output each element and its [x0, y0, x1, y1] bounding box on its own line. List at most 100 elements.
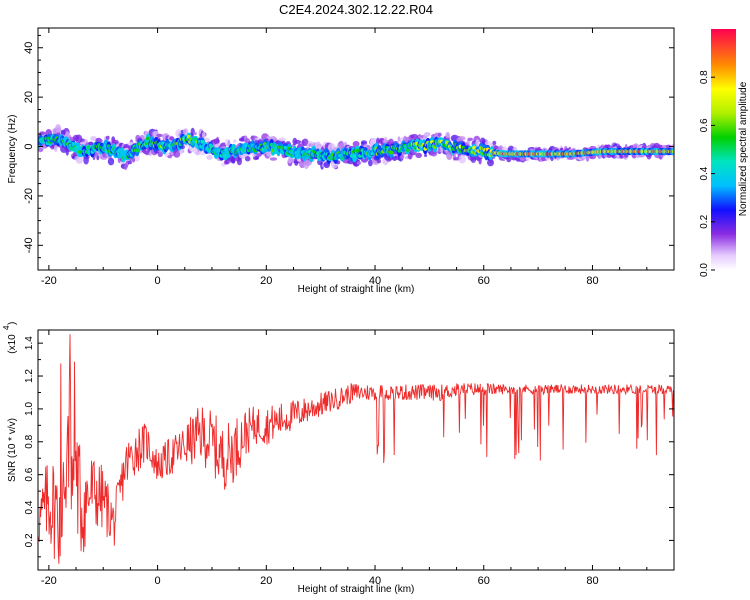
spectrogram-halo-cell: [83, 155, 89, 165]
snr-series-line: [38, 334, 674, 564]
snr-y-tick-label: 0.4: [24, 500, 35, 514]
spectrogram-halo-cell: [122, 145, 131, 149]
colorbar-label: Normalized spectral amplitude: [738, 81, 749, 216]
spectrogram-ridge-cell: [135, 148, 140, 153]
spectrogram-halo-cell: [458, 154, 467, 164]
spectrogram-halo-cell: [231, 156, 236, 164]
spectrogram-halo-cell: [445, 131, 450, 139]
spectrogram-y-tick-label: -20: [23, 188, 35, 204]
spectrogram-halo-cell: [157, 151, 163, 157]
spectrogram-halo-cell: [466, 139, 471, 145]
spectrogram-frame: [37, 27, 675, 271]
spectrogram-halo-cell: [192, 131, 197, 136]
spectrogram-halo-cell: [338, 143, 345, 149]
spectrogram-halo-cell: [95, 139, 103, 143]
spectrogram-halo-cell: [236, 157, 242, 166]
spectrogram-halo-cell: [132, 158, 136, 162]
spectrogram-halo-cell: [96, 155, 100, 161]
spectrogram-halo-cell: [376, 159, 382, 164]
spectrogram-halo-cell: [244, 156, 251, 162]
snr-x-tick-label: 80: [586, 575, 598, 587]
spectrogram-ridge-cell: [352, 154, 357, 159]
spectrogram-halo-cell: [156, 133, 163, 138]
spectrogram-halo-cell: [352, 141, 360, 147]
spectrogram-halo-cell: [88, 141, 94, 146]
spectrogram-halo-cell: [201, 132, 206, 139]
snr-y-tick-label: 0.8: [24, 434, 35, 448]
spectrogram-halo-cell: [38, 147, 44, 153]
snr-x-tick-label: -20: [41, 575, 57, 587]
spectrogram-halo-cell: [105, 135, 110, 140]
spectrogram-y-tick-label: -40: [23, 237, 35, 253]
spectrogram-halo-cell: [423, 132, 431, 137]
spectrogram-halo-cell: [127, 160, 132, 165]
spectrogram-halo-cell: [467, 137, 474, 141]
snr-y-tick-label: 0.2: [24, 533, 35, 547]
spectrogram-halo-cell: [90, 136, 97, 141]
spectrogram-halo-cell: [127, 142, 134, 146]
spectrogram-halo-cell: [278, 137, 286, 142]
spectrogram-halo-cell: [492, 140, 497, 146]
spectrogram-halo-cell: [475, 139, 480, 147]
spectrogram-x-tick-label: -20: [41, 275, 57, 287]
spectrogram-halo-cell: [182, 128, 189, 135]
spectrogram-halo-cell: [641, 145, 648, 149]
snr-x-tick-label: 20: [260, 575, 272, 587]
spectrogram-y-tick-label: 20: [23, 91, 35, 103]
snr-y-tick-label: 1.2: [24, 369, 35, 383]
snr-x-tick-label: 0: [155, 575, 161, 587]
snr-x-tick-label: 40: [369, 575, 381, 587]
spectrogram-halo-cell: [304, 160, 312, 166]
spectrogram-halo-cell: [173, 149, 181, 158]
spectrogram-y-tick-label: 40: [23, 42, 35, 54]
spectrogram-halo-cell: [356, 161, 362, 165]
spectrogram-halo-cell: [446, 151, 453, 160]
snr-multiplier-close: ): [7, 322, 18, 325]
spectrogram-plot-area: [38, 124, 674, 171]
snr-y-label: SNR (10 * v/v): [7, 418, 18, 482]
spectrogram-halo-cell: [107, 157, 115, 166]
spectrogram-halo-cell: [206, 154, 213, 160]
colorbar-tick-label: 0.2: [699, 214, 710, 228]
snr-multiplier-exp: 4: [2, 325, 11, 330]
colorbar-tick-label: 0.0: [699, 263, 710, 277]
spectrogram-halo-cell: [54, 144, 58, 153]
snr-plot-area: [38, 334, 674, 564]
colorbar-ticks: 0.0 0.2 0.4 0.6 0.8: [699, 70, 715, 277]
spectrogram-halo-cell: [386, 158, 392, 162]
snr-panel: -20 0 20 40 60 80 0.2 0.4 0.6 0.8 1.0 1.2 1.4 Height…: [2, 322, 675, 595]
spectrogram-x-label: Height of straight line (km): [298, 284, 415, 295]
spectrogram-halo-cell: [437, 132, 442, 137]
spectrogram-halo-cell: [213, 138, 220, 145]
spectrogram-panel: -20 0 20 40 60 80 -40 -20 0 20 40 Height of straig…: [7, 27, 675, 295]
snr-multiplier: (x10 4 ): [2, 322, 18, 354]
snr-y-tick-label: 1.4: [24, 336, 35, 350]
spectrogram-x-tick-label: 20: [260, 275, 272, 287]
colorbar-tick-label: 0.4: [699, 166, 710, 180]
spectrogram-halo-cell: [368, 159, 373, 167]
spectrogram-halo-cell: [55, 124, 62, 133]
spectrogram-y-tick-label: 0: [23, 143, 35, 149]
colorbar: 0.0 0.2 0.4 0.6 0.8 Normalized spectral ampl…: [699, 29, 749, 277]
spectrogram-x-tick-label: 0: [155, 275, 161, 287]
snr-multiplier-base: (x10: [7, 334, 18, 354]
spectrogram-x-tick-label: 40: [369, 275, 381, 287]
colorbar-tick-label: 0.8: [699, 70, 710, 84]
spectrogram-halo-cell: [167, 155, 173, 159]
spectrogram-ridge-cell: [200, 139, 205, 144]
spectrogram-halo-cell: [294, 139, 302, 144]
spectrogram-axes: -20 0 20 40 60 80 -40 -20 0 20 40: [23, 28, 675, 287]
colorbar-gradient: [711, 29, 736, 270]
spectrogram-ridge-cell: [389, 150, 394, 155]
colorbar-tick-label: 0.6: [699, 118, 710, 132]
spectrogram-halo-cell: [458, 136, 466, 141]
spectrogram-halo-cell: [478, 157, 482, 165]
spectrogram-halo-cell: [134, 154, 140, 162]
spectrogram-halo-cell: [113, 139, 119, 144]
snr-frame: [37, 329, 675, 571]
spectrogram-ridge-cell: [216, 148, 221, 153]
spectrogram-halo-cell: [360, 140, 368, 145]
spectrogram-halo-cell: [76, 157, 83, 164]
spectrogram-x-tick-label: 80: [586, 275, 598, 287]
